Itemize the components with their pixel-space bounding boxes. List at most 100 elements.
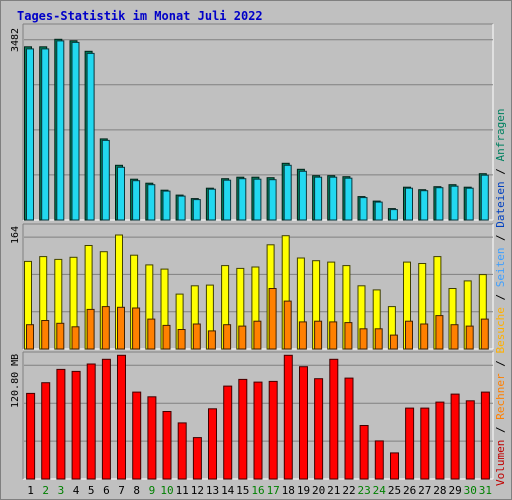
- bar-middle-besuche-day-24: [374, 328, 383, 350]
- bar-bottom-volumen-day-15: [238, 378, 248, 480]
- bar-top-dateien-day-27: [420, 190, 429, 221]
- side-legend-seiten: Seiten: [494, 248, 507, 294]
- bar-top-dateien-day-12: [192, 199, 201, 221]
- x-tick-label: 15: [236, 484, 249, 497]
- bar-middle-besuche-day-16: [253, 320, 262, 350]
- bar-top-dateien-day-25: [389, 209, 398, 221]
- bar-middle-besuche-day-17: [268, 288, 277, 350]
- bar-middle-besuche-day-15: [238, 325, 247, 350]
- bar-top-dateien-day-16: [253, 178, 262, 221]
- bar-bottom-volumen-day-19: [299, 366, 308, 480]
- x-tick-label: 24: [373, 484, 387, 497]
- x-tick-label: 9: [149, 484, 156, 497]
- bar-middle-besuche-day-21: [329, 321, 338, 350]
- x-tick-label: 22: [342, 484, 355, 497]
- bar-middle-besuche-day-3: [56, 322, 65, 350]
- bar-bottom-volumen-day-8: [132, 391, 142, 480]
- x-tick-label: 29: [448, 484, 461, 497]
- bar-top-dateien-day-6: [101, 139, 110, 221]
- bar-middle-besuche-day-9: [147, 318, 156, 350]
- bars-bottom: [26, 354, 490, 480]
- bar-middle-besuche-day-1: [26, 324, 34, 350]
- bar-bottom-volumen-day-26: [405, 407, 415, 480]
- x-tick-label: 2: [42, 484, 49, 497]
- side-legend-rechner: Rechner: [494, 373, 507, 426]
- bar-top-dateien-day-24: [374, 201, 383, 221]
- bar-middle-besuche-day-22: [344, 322, 353, 350]
- bars-middle: [24, 234, 489, 350]
- x-tick-label: 31: [479, 484, 492, 497]
- bar-top-dateien-day-20: [314, 176, 323, 221]
- x-axis-day-labels: 1 2 3 4 5 6 7 8 9 10 11 12 13 14 15 16 17 18 19 20 21 22 23 24 2…: [27, 484, 492, 497]
- side-legend-text: Volumen / Rechner / Besuche / Seiten / D…: [494, 108, 507, 486]
- bar-top-dateien-day-23: [359, 197, 368, 221]
- bar-top-dateien-day-14: [223, 179, 232, 221]
- x-tick-label: 17: [267, 484, 280, 497]
- x-tick-label: 6: [103, 484, 110, 497]
- x-tick-label: 20: [312, 484, 325, 497]
- bar-top-dateien-day-9: [147, 184, 156, 221]
- bar-middle-besuche-day-30: [465, 325, 474, 350]
- bar-top-dateien-day-26: [405, 187, 413, 221]
- bar-bottom-volumen-day-7: [117, 354, 126, 480]
- bar-bottom-volumen-day-11: [177, 422, 187, 480]
- side-legend-volumen: Volumen: [494, 440, 507, 486]
- bar-middle-besuche-day-27: [420, 323, 429, 350]
- bar-bottom-volumen-day-29: [450, 393, 460, 480]
- x-tick-label: 28: [433, 484, 446, 497]
- x-tick-label: 11: [176, 484, 189, 497]
- bar-top-dateien-day-21: [329, 176, 338, 221]
- bar-middle-besuche-day-23: [359, 328, 368, 350]
- side-legend-separator: /: [494, 426, 507, 439]
- bar-bottom-volumen-day-3: [56, 368, 66, 480]
- x-tick-label: 1: [27, 484, 34, 497]
- side-legend-separator: /: [494, 234, 507, 247]
- bar-top-dateien-day-3: [56, 40, 65, 221]
- bar-top-dateien-day-30: [465, 187, 474, 221]
- x-tick-label: 10: [160, 484, 173, 497]
- bar-top-dateien-day-17: [268, 179, 277, 221]
- bar-bottom-volumen-day-9: [147, 396, 157, 480]
- bar-middle-besuche-day-4: [71, 326, 80, 350]
- x-tick-label: 21: [327, 484, 340, 497]
- bar-top-dateien-day-31: [480, 174, 489, 221]
- bar-bottom-volumen-day-2: [41, 382, 51, 480]
- bar-top-dateien-day-1: [26, 48, 34, 221]
- bar-middle-besuche-day-12: [192, 323, 201, 350]
- panel-middle: 164: [10, 223, 494, 350]
- top-max-label: 3482: [10, 28, 21, 52]
- bar-middle-besuche-day-13: [207, 330, 216, 350]
- x-tick-label: 25: [388, 484, 401, 497]
- bar-middle-besuche-day-2: [41, 320, 50, 350]
- bar-bottom-volumen-day-12: [192, 437, 202, 480]
- bar-bottom-volumen-day-31: [480, 391, 490, 480]
- bar-bottom-volumen-day-23: [359, 425, 369, 480]
- x-tick-label: 13: [206, 484, 219, 497]
- middle-max-label: 164: [10, 226, 21, 244]
- bars-top: [24, 38, 489, 221]
- bar-top-dateien-day-4: [71, 41, 80, 221]
- bar-bottom-volumen-day-6: [101, 358, 111, 480]
- panel-top: 3482: [10, 23, 494, 221]
- x-tick-label: 18: [282, 484, 295, 497]
- bar-top-dateien-day-11: [177, 195, 186, 221]
- bar-bottom-volumen-day-17: [268, 380, 278, 480]
- bar-bottom-volumen-day-21: [329, 358, 339, 480]
- bar-middle-besuche-day-19: [298, 321, 307, 350]
- side-legend: Volumen / Rechner / Besuche / Seiten / D…: [494, 108, 507, 486]
- bar-top-dateien-day-8: [132, 180, 141, 221]
- side-legend-anfragen: Anfragen: [494, 108, 507, 168]
- bar-middle-besuche-day-14: [223, 324, 232, 350]
- bar-bottom-volumen-day-28: [435, 401, 445, 480]
- bar-middle-besuche-day-26: [405, 320, 413, 350]
- bar-bottom-volumen-day-27: [420, 407, 430, 480]
- bar-top-dateien-day-2: [41, 48, 50, 221]
- x-tick-label: 5: [88, 484, 95, 497]
- bar-middle-besuche-day-10: [162, 324, 171, 350]
- x-tick-label: 4: [73, 484, 80, 497]
- x-tick-label: 30: [464, 484, 477, 497]
- bar-top-dateien-day-22: [344, 177, 353, 221]
- x-tick-label: 12: [191, 484, 204, 497]
- bar-middle-besuche-day-8: [132, 307, 141, 350]
